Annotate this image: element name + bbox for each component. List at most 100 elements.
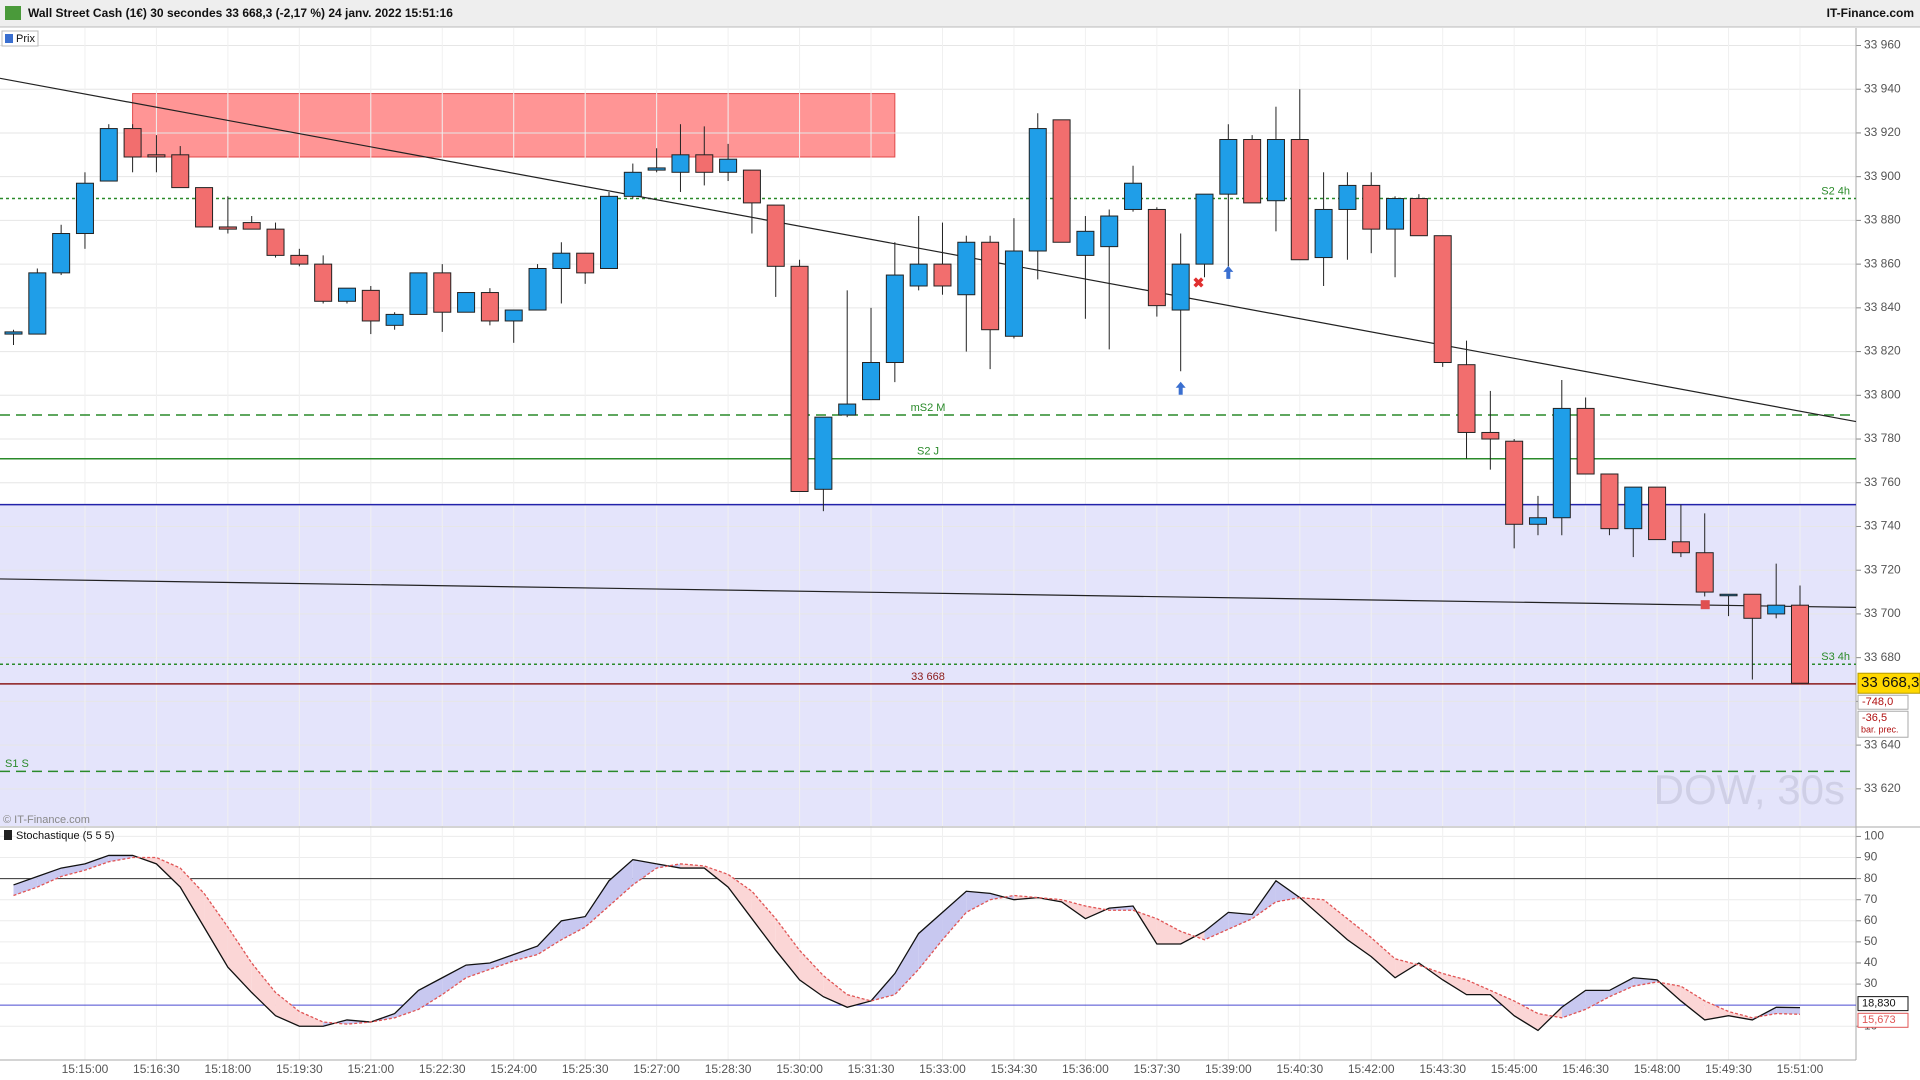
stoch-fill bbox=[1609, 977, 1634, 997]
candle bbox=[1314, 172, 1333, 286]
stoch-fill bbox=[751, 891, 776, 951]
x-tick-label: 15:45:00 bbox=[1491, 1062, 1538, 1076]
stoch-fill bbox=[84, 855, 109, 871]
candle-body bbox=[52, 233, 71, 274]
candle-body bbox=[1219, 139, 1238, 195]
candle bbox=[909, 216, 928, 291]
stoch-fill bbox=[942, 891, 967, 940]
candle-body bbox=[1743, 593, 1762, 619]
stoch-fill bbox=[1347, 918, 1372, 957]
candle bbox=[719, 143, 738, 182]
candle bbox=[1219, 124, 1238, 267]
candle bbox=[1767, 563, 1786, 619]
candle bbox=[409, 272, 428, 315]
candle-body bbox=[1505, 440, 1524, 525]
candle-body bbox=[1600, 473, 1619, 530]
candle bbox=[1600, 473, 1619, 536]
candle bbox=[1457, 340, 1476, 459]
y-tick-label: 33 940 bbox=[1864, 81, 1901, 95]
candle-body bbox=[1362, 184, 1381, 230]
y-tick-label: 30 bbox=[1864, 976, 1878, 990]
candle-body bbox=[1243, 139, 1262, 204]
candle bbox=[671, 124, 690, 192]
stoch-fill bbox=[13, 876, 38, 896]
y-tick-label: 33 740 bbox=[1864, 519, 1901, 533]
candle-body bbox=[1481, 431, 1500, 440]
x-tick-label: 15:15:00 bbox=[62, 1062, 109, 1076]
candle-body bbox=[1266, 139, 1285, 202]
candle-body bbox=[433, 272, 452, 313]
candle-body bbox=[4, 331, 23, 335]
level-label: S2 J bbox=[917, 446, 939, 458]
x-tick-label: 15:28:30 bbox=[705, 1062, 752, 1076]
candle bbox=[981, 235, 1000, 370]
candle-body bbox=[171, 154, 190, 189]
candle-body bbox=[1648, 486, 1667, 541]
stoch-fill bbox=[894, 933, 919, 995]
level-label: mS2 M bbox=[911, 402, 946, 414]
stoch-fill bbox=[489, 954, 514, 970]
candle-body bbox=[1386, 198, 1405, 230]
stoch-fill bbox=[632, 859, 657, 885]
y-tick-label: 33 820 bbox=[1864, 344, 1901, 358]
candle bbox=[623, 163, 642, 199]
stoch-fill bbox=[1275, 880, 1300, 902]
stoch-fill bbox=[180, 868, 205, 928]
candle bbox=[1195, 193, 1214, 278]
candle-body bbox=[933, 263, 952, 287]
x-tick-label: 15:51:00 bbox=[1777, 1062, 1824, 1076]
x-tick-label: 15:40:30 bbox=[1276, 1062, 1323, 1076]
y-tick-label: 33 920 bbox=[1864, 125, 1901, 139]
candle bbox=[1266, 106, 1285, 232]
candle-body bbox=[1290, 139, 1309, 261]
stoch-fill bbox=[513, 946, 538, 961]
candle-body bbox=[1052, 119, 1071, 243]
bar-change-box bbox=[1857, 710, 1909, 738]
candle-body bbox=[576, 252, 595, 274]
y-tick-label: 40 bbox=[1864, 955, 1878, 969]
level-label: S1 S bbox=[5, 758, 29, 770]
candle bbox=[337, 287, 356, 304]
trendline bbox=[0, 77, 1857, 423]
title-bar bbox=[0, 0, 1920, 27]
candle-body bbox=[361, 289, 380, 322]
x-tick-label: 15:43:30 bbox=[1419, 1062, 1466, 1076]
candle-body bbox=[1671, 541, 1690, 554]
bar-change: -36,5 bbox=[1862, 712, 1887, 724]
stoch-fill bbox=[37, 868, 62, 888]
x-tick-label: 15:22:30 bbox=[419, 1062, 466, 1076]
stoch-fill bbox=[561, 916, 586, 940]
candle-body bbox=[1124, 182, 1143, 210]
panel-label: Prix bbox=[16, 33, 35, 45]
candle bbox=[1386, 196, 1405, 278]
candle bbox=[1338, 172, 1357, 260]
candle-body bbox=[1409, 198, 1428, 237]
last-value-label: 15,673 bbox=[1862, 1014, 1896, 1026]
stoch-fill bbox=[61, 863, 85, 877]
candle-body bbox=[671, 154, 690, 173]
candle-body bbox=[123, 128, 142, 158]
y-tick-label: 100 bbox=[1864, 829, 1884, 843]
candle-body bbox=[218, 226, 237, 230]
candle-body bbox=[862, 362, 881, 401]
candle-body bbox=[1767, 604, 1786, 615]
candle-body bbox=[75, 182, 94, 235]
candle bbox=[1028, 113, 1047, 280]
candle-body bbox=[290, 254, 309, 265]
candle bbox=[862, 307, 881, 401]
level-label: S3 4h bbox=[1821, 651, 1850, 663]
candle-body bbox=[1314, 208, 1333, 259]
stoch-fill bbox=[1228, 912, 1253, 930]
candle-body bbox=[266, 228, 285, 256]
candle bbox=[576, 252, 595, 284]
stoch-fill bbox=[1466, 979, 1491, 995]
y-tick-label: 33 900 bbox=[1864, 169, 1901, 183]
candle bbox=[528, 264, 547, 311]
stoch-fill bbox=[609, 859, 633, 907]
last-price: 33 668,3 bbox=[1861, 674, 1919, 691]
x-tick-label: 15:16:30 bbox=[133, 1062, 180, 1076]
candle-body bbox=[147, 154, 166, 158]
candle bbox=[52, 224, 71, 276]
